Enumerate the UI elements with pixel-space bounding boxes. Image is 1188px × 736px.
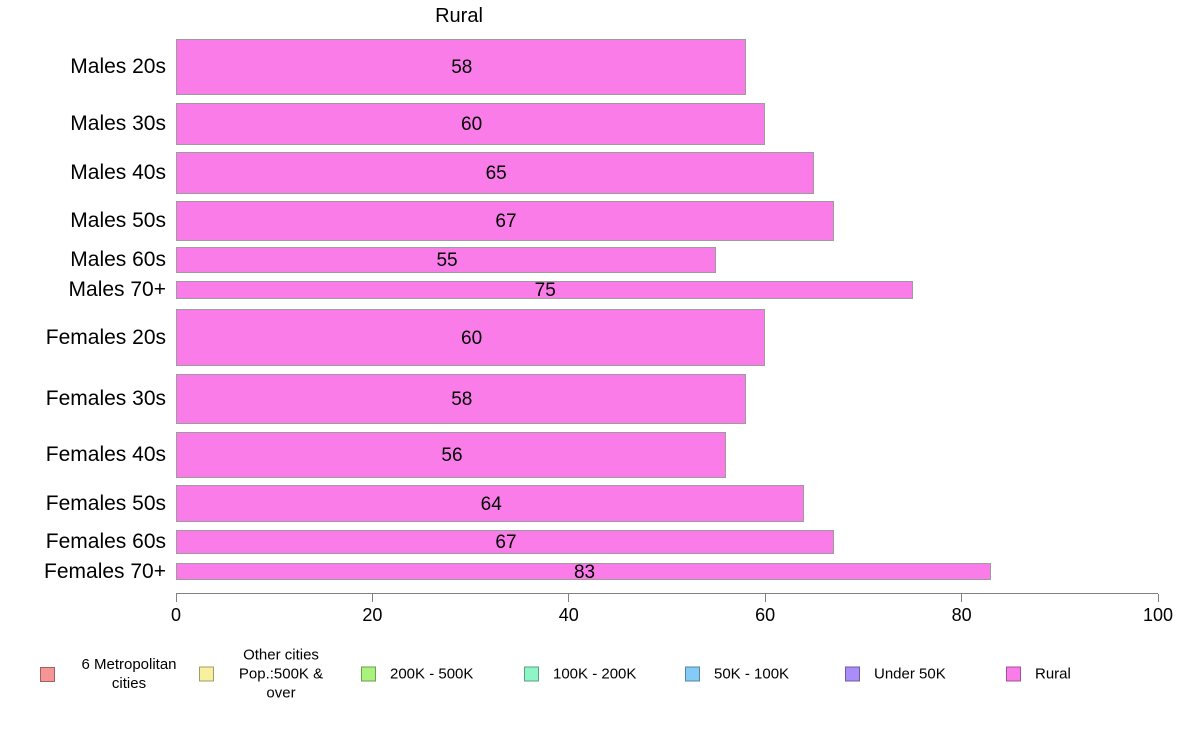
legend-item-50k-100k: 50K - 100K — [685, 665, 789, 684]
legend-swatch-100k-200k — [524, 666, 539, 682]
plot-area: 58 60 65 67 55 75 60 58 56 64 67 83 — [176, 0, 1158, 593]
chart-title: Rural — [435, 5, 483, 27]
bar-value-label-females-40s: 56 — [441, 445, 463, 466]
bar-value-label-females-70: 83 — [573, 561, 596, 583]
bar-value-label-males-30s: 60 — [461, 114, 483, 135]
bar-value-label-females-30s: 58 — [451, 389, 473, 410]
legend-swatch-rural — [1006, 666, 1021, 682]
legend-swatch-6-metropolitan-cities — [40, 666, 55, 682]
bar-value-label-females-50s: 64 — [480, 493, 502, 515]
category-label-males-20s: Males 20s — [70, 55, 166, 78]
legend-item-label: 200K - 500K — [390, 665, 474, 683]
x-tick — [371, 594, 373, 602]
bar-males-30s: 60 — [176, 103, 766, 145]
legend-item-label: 100K - 200K — [553, 665, 637, 683]
bar-value-label-males-60s: 55 — [436, 250, 458, 271]
legend-item-6-metropolitan-cities: 6 Metropolitan cities — [40, 655, 189, 693]
category-label-females-60s: Females 60s — [45, 530, 166, 553]
x-tick-label: 60 — [755, 605, 776, 625]
category-label-females-20s: Females 20s — [45, 325, 166, 349]
x-tick-label: 40 — [558, 605, 579, 625]
y-axis-category-labels: Males 20s Males 30s Males 40s Males 50s Male… — [0, 0, 166, 595]
bar-females-20s: 60 — [176, 309, 766, 366]
bar-males-60s: 55 — [176, 247, 717, 273]
legend-swatch-under-50k — [845, 666, 860, 682]
x-tick — [1157, 594, 1159, 602]
bar-value-label-males-50s: 67 — [495, 211, 517, 232]
legend-swatch-200k-500k — [361, 666, 376, 682]
category-label-males-50s: Males 50s — [70, 209, 166, 232]
x-axis: 0 20 40 60 80 100 — [171, 593, 1173, 636]
x-tick-label: 20 — [362, 605, 383, 625]
bar-males-50s: 67 — [176, 201, 834, 241]
legend-item-200k-500k: 200K - 500K — [361, 665, 473, 684]
bar-males-20s: 58 — [176, 39, 746, 95]
legend-item-label: 6 Metropolitan cities — [81, 656, 177, 692]
x-tick — [568, 594, 570, 602]
legend-item-label: Under 50K — [874, 665, 946, 683]
legend-item-label: Other cities Pop.:500K & over — [238, 646, 324, 702]
legend-item-other-cities-pop-500k-over: Other cities Pop.:500K & over — [199, 646, 334, 703]
x-tick — [175, 594, 177, 602]
legend-item-100k-200k: 100K - 200K — [524, 665, 636, 684]
legend-item-label: Rural — [1035, 665, 1071, 683]
category-label-females-30s: Females 30s — [45, 387, 166, 410]
category-label-females-70: Females 70+ — [44, 559, 166, 583]
category-label-males-60s: Males 60s — [70, 248, 166, 271]
bar-value-label-males-70: 75 — [534, 280, 556, 301]
bar-females-30s: 58 — [176, 374, 746, 424]
x-tick-label: 100 — [1142, 605, 1174, 625]
category-label-males-30s: Males 30s — [70, 112, 166, 135]
category-label-females-40s: Females 40s — [45, 443, 166, 466]
legend-swatch-other-cities-pop-500k-over — [199, 666, 214, 682]
category-label-males-70: Males 70+ — [68, 278, 166, 301]
bar-females-40s: 56 — [176, 432, 726, 478]
legend-item-label: 50K - 100K — [714, 665, 790, 683]
bar-value-label-males-40s: 65 — [485, 163, 507, 184]
x-tick — [961, 594, 963, 602]
bar-value-label-females-20s: 60 — [461, 327, 483, 349]
x-tick-label: 80 — [951, 605, 972, 625]
x-tick — [764, 594, 766, 602]
bar-value-label-females-60s: 67 — [495, 532, 517, 553]
bar-females-70: 83 — [176, 562, 992, 583]
bar-value-label-males-20s: 58 — [451, 57, 473, 78]
bar-females-50s: 64 — [176, 485, 805, 522]
category-label-females-50s: Females 50s — [45, 491, 166, 515]
category-label-males-40s: Males 40s — [70, 161, 166, 184]
bar-males-40s: 65 — [176, 152, 815, 194]
x-tick-label: 0 — [170, 605, 182, 625]
legend-item-under-50k: Under 50K — [845, 665, 946, 684]
bar-males-70: 75 — [176, 280, 913, 301]
legend-swatch-50k-100k — [685, 666, 700, 682]
legend-item-rural: Rural — [1006, 665, 1071, 684]
bar-females-60s: 67 — [176, 530, 834, 554]
